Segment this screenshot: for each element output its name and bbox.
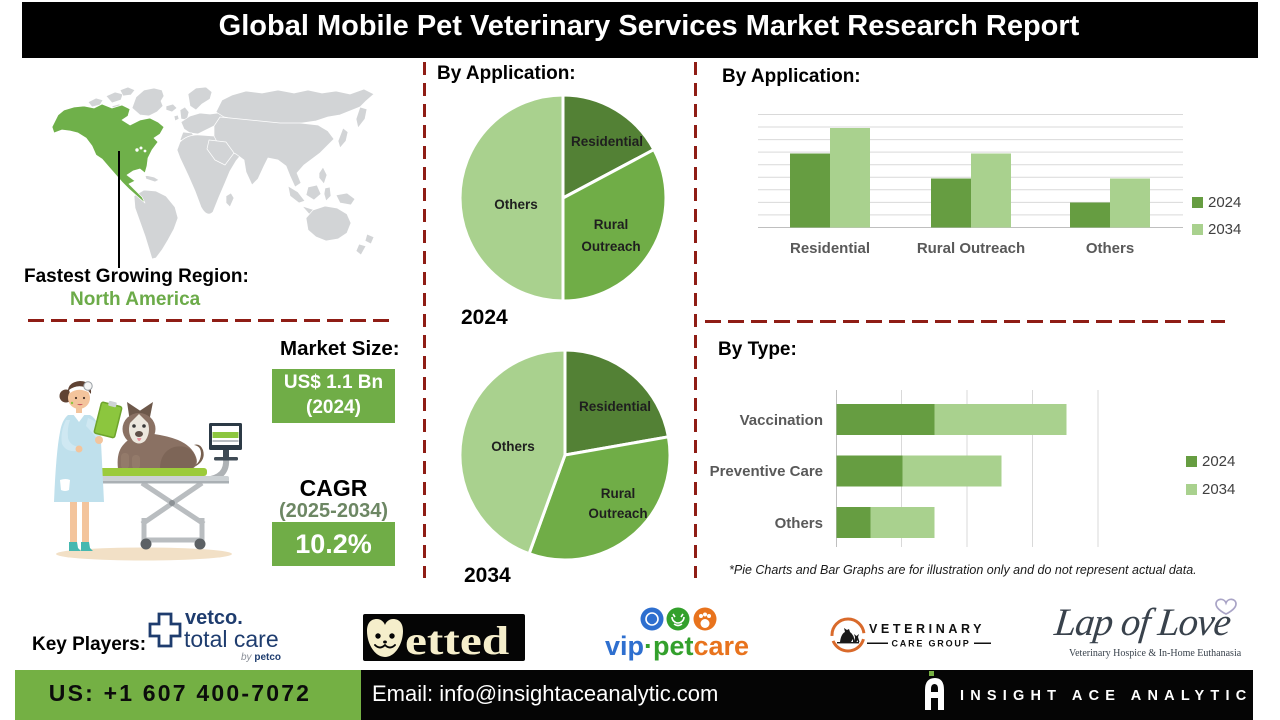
svg-text:Outreach: Outreach [588,506,647,521]
svg-text:Veterinary Hospice & In-Home E: Veterinary Hospice & In-Home Euthanasia [1069,648,1242,659]
svg-text:Rural: Rural [601,486,636,501]
svg-text:vip·petcare: vip·petcare [605,631,749,661]
svg-text:VETERINARY: VETERINARY [869,622,985,636]
svg-text:2034: 2034 [1202,481,1235,498]
svg-text:Others: Others [775,515,823,532]
svg-text:Residential: Residential [571,134,643,149]
svg-text:Others: Others [494,197,538,212]
svg-text:2024: 2024 [1202,453,1235,470]
svg-text:Vaccination: Vaccination [740,412,823,429]
svg-text:Residential: Residential [790,240,870,257]
svg-text:Others: Others [491,439,535,454]
svg-text:Outreach: Outreach [581,239,640,254]
svg-text:etted: etted [405,618,509,661]
svg-text:CARE GROUP: CARE GROUP [892,639,971,649]
svg-text:vetco.: vetco. [185,607,243,629]
svg-text:INSIGHT ACE ANALYTIC: INSIGHT ACE ANALYTIC [960,688,1252,704]
svg-text:Others: Others [1086,240,1134,257]
svg-text:Rural Outreach: Rural Outreach [917,240,1025,257]
svg-text:Rural: Rural [594,217,629,232]
svg-text:total care: total care [184,626,279,652]
svg-text:by petco: by petco [241,652,281,663]
svg-text:Lap of Love: Lap of Love [1052,601,1233,644]
svg-text:Preventive Care: Preventive Care [710,463,823,480]
svg-text:2024: 2024 [1208,194,1241,211]
svg-text:2034: 2034 [1208,221,1241,238]
svg-text:Residential: Residential [579,399,651,414]
